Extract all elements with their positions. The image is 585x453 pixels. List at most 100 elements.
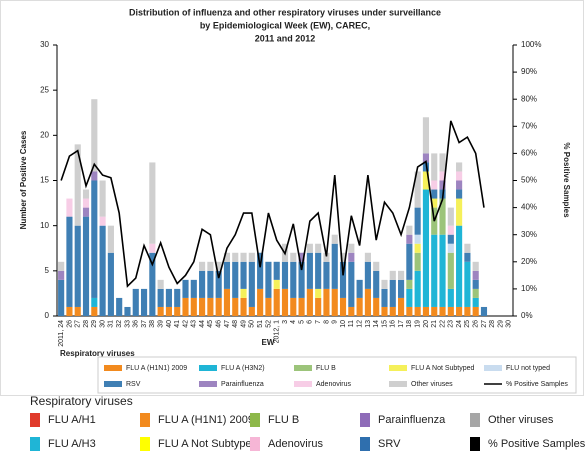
legend-swatch: [484, 365, 502, 371]
bar-segment: [381, 288, 388, 307]
y-tick-label: 15: [40, 176, 49, 185]
x-tick-label: 42: [182, 320, 189, 328]
bar-segment: [422, 153, 430, 163]
x-tick-label: 49: [240, 320, 247, 328]
x-tick-label: 31: [108, 320, 115, 328]
bar-segment: [290, 252, 297, 262]
y2-tick-label: 0%: [521, 311, 533, 320]
x-tick-label: 50: [249, 320, 256, 328]
legend-swatch: [389, 381, 407, 387]
bar-segment: [364, 288, 371, 316]
x-tick-label: 22: [439, 320, 446, 328]
bar-segment: [165, 306, 172, 316]
x-tick-label: 23: [448, 320, 455, 328]
bar-segment: [74, 144, 81, 226]
bar-segment: [174, 306, 181, 316]
key-swatch: [140, 437, 150, 451]
bar-segment: [265, 261, 272, 298]
bar-segment: [248, 306, 255, 316]
bar-segment: [323, 252, 330, 262]
x-tick-label: 8: [323, 320, 330, 324]
legend-label: Other viruses: [411, 381, 453, 388]
bar-segment: [464, 252, 471, 262]
bar-segment: [298, 261, 305, 298]
x-tick-label: 21: [431, 320, 438, 328]
y-tick-label: 20: [40, 130, 49, 139]
bar-segment: [91, 99, 98, 172]
bar-segment: [315, 243, 322, 253]
bar-segment: [273, 288, 280, 316]
x-tick-label: 51: [257, 320, 264, 328]
bar-segment: [82, 207, 90, 217]
x-tick-label: 44: [199, 320, 206, 328]
bar-segment: [207, 261, 214, 271]
legend-label: FLU not typed: [506, 365, 550, 372]
bar-segment: [431, 189, 438, 199]
bar-segment: [91, 171, 98, 181]
x-tick-label: 2012, 1: [274, 320, 281, 343]
bar-segment: [331, 288, 338, 316]
bar-segment: [406, 243, 413, 280]
bar-segment: [406, 279, 413, 289]
y2-tick-label: 30%: [521, 230, 537, 239]
bar-segment: [323, 261, 330, 289]
bar-segment: [331, 243, 338, 289]
bar-segment: [306, 288, 313, 316]
bar-segment: [82, 189, 90, 199]
bar-segment: [389, 279, 396, 307]
bar-segment: [464, 243, 471, 253]
x-tick-label: 45: [207, 320, 214, 328]
bar-segment: [306, 243, 313, 253]
x-tick-label: 14: [373, 320, 380, 328]
x-tick-label: 12: [356, 320, 363, 328]
legend-label: FLU A Not Subtyped: [411, 365, 475, 372]
percent-line: [60, 120, 485, 288]
bar-segment: [447, 243, 454, 253]
bar-segment: [389, 270, 396, 280]
key-swatch: [250, 437, 260, 451]
bar-segment: [439, 171, 446, 181]
bar-segment: [431, 234, 438, 307]
bar-segment: [464, 261, 471, 307]
bar-segment: [91, 297, 98, 307]
chart-title: 2011 and 2012: [255, 33, 316, 43]
bar-segment: [82, 216, 90, 316]
bar-segment: [223, 261, 231, 289]
bar-segment: [58, 261, 65, 271]
bar-segment: [298, 297, 305, 316]
bar-segment: [273, 279, 280, 289]
legend-swatch: [199, 365, 217, 371]
x-tick-label: 30: [99, 320, 106, 328]
bar-segment: [406, 234, 413, 244]
x-tick-label: 32: [116, 320, 123, 328]
y2-tick-label: 20%: [521, 257, 537, 266]
bar-segment: [447, 306, 454, 316]
x-tick-label: 9: [332, 320, 339, 324]
bar-segment: [456, 180, 463, 190]
y2-tick-label: 80%: [521, 94, 537, 103]
key-label: SRV: [378, 438, 401, 450]
bar-segment: [414, 234, 421, 244]
y2-tick-label: 70%: [521, 121, 537, 130]
bar-segment: [174, 288, 181, 307]
bar-segment: [149, 162, 156, 244]
x-tick-label: 52: [265, 320, 272, 328]
bar-segment: [199, 270, 206, 298]
bar-segment: [439, 306, 446, 316]
x-tick-label: 24: [456, 320, 463, 328]
bar-segment: [215, 261, 222, 271]
bar-segment: [364, 261, 371, 289]
bar-segment: [66, 306, 73, 316]
x-axis-title: EW: [262, 338, 275, 347]
x-tick-label: 4: [290, 320, 297, 324]
bar-segment: [248, 261, 255, 307]
y-tick-label: 10: [40, 221, 49, 230]
bar-segment: [364, 252, 371, 262]
bar-segment: [406, 306, 413, 316]
key-swatch: [470, 413, 480, 427]
bar-segment: [107, 252, 114, 316]
bar-segment: [339, 297, 347, 316]
legend-swatch: [294, 365, 312, 371]
bar-segment: [82, 198, 90, 208]
x-tick-label: 36: [133, 320, 140, 328]
